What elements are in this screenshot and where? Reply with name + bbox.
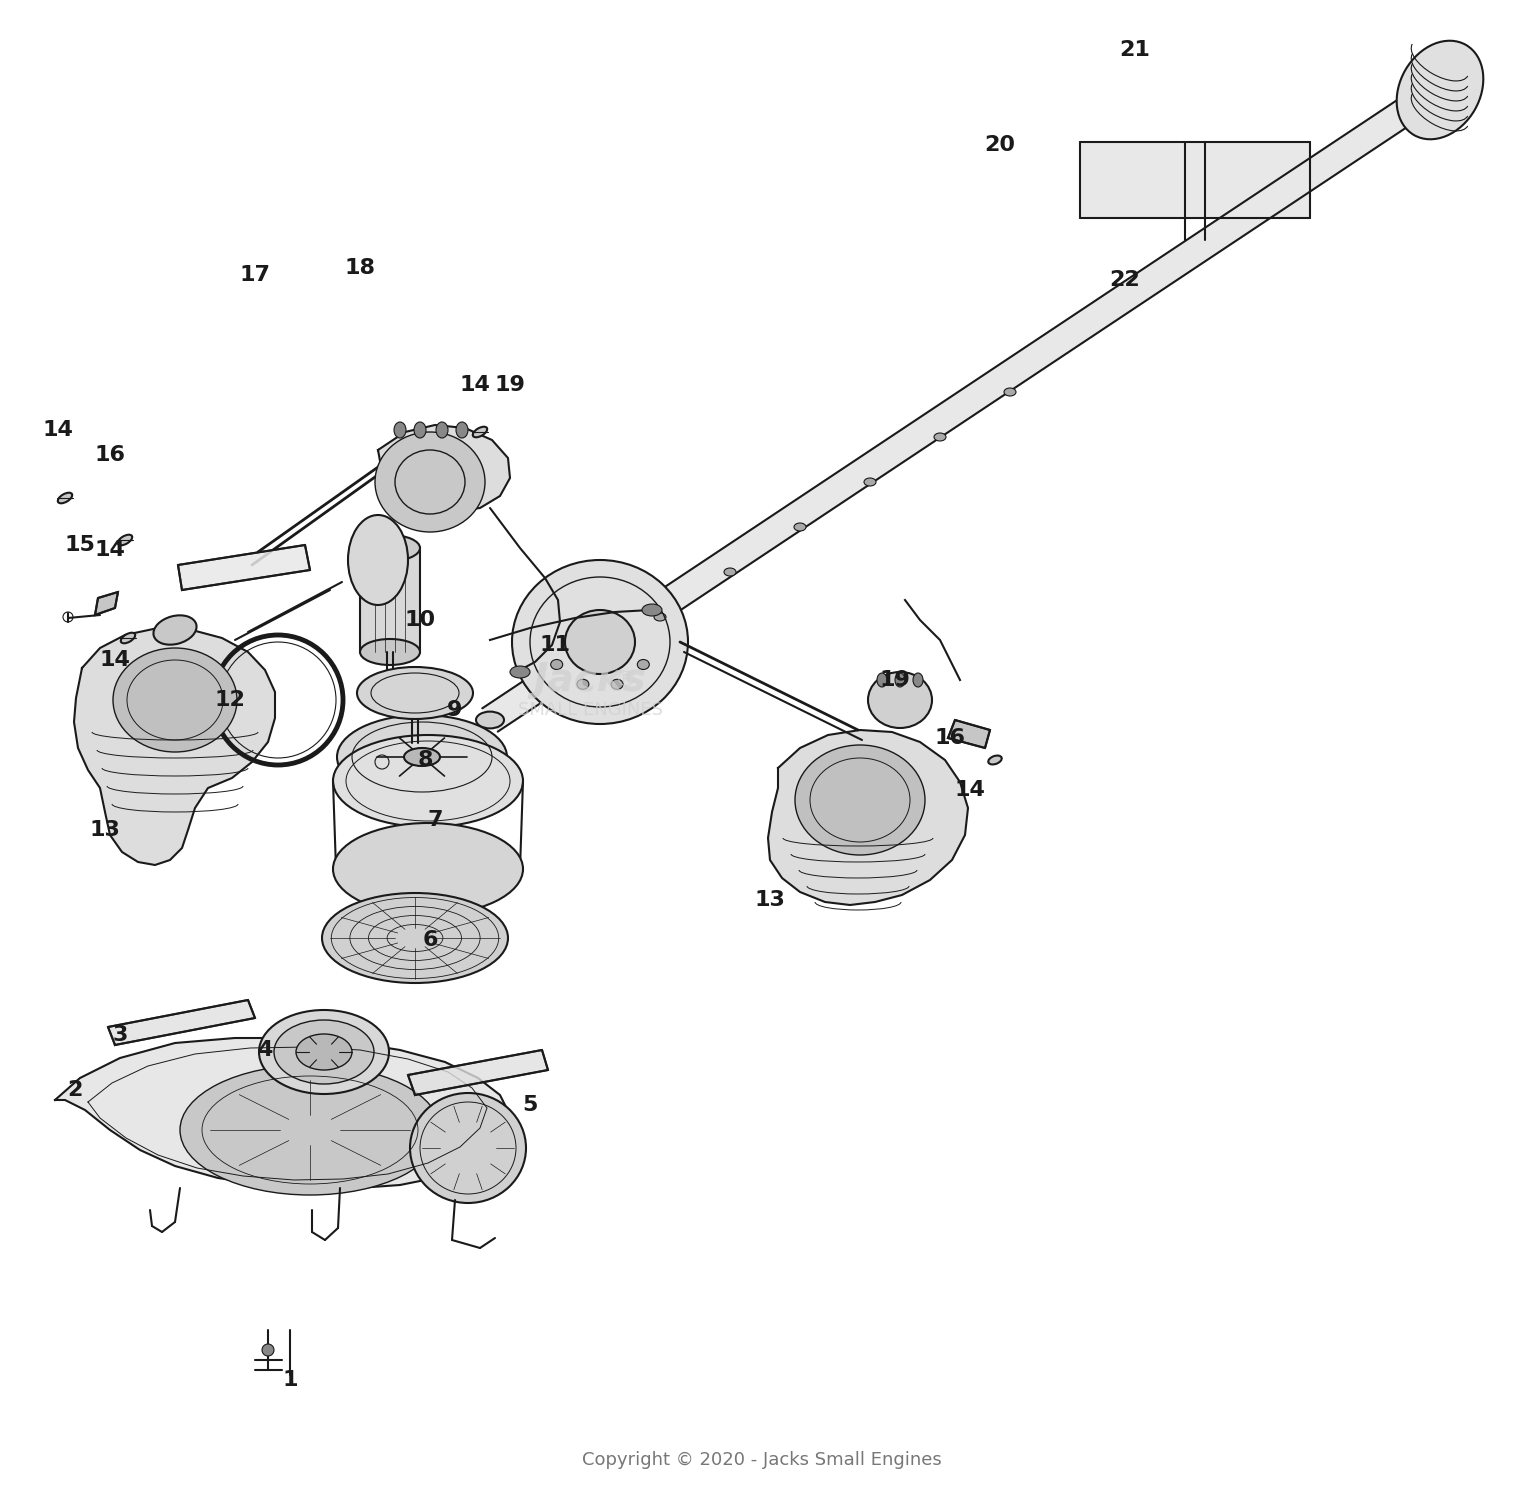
Text: 14: 14 xyxy=(459,374,491,396)
Text: 10: 10 xyxy=(404,611,436,630)
Ellipse shape xyxy=(509,666,531,678)
Text: 12: 12 xyxy=(215,690,246,710)
Polygon shape xyxy=(75,629,274,865)
Text: Copyright © 2020 - Jacks Small Engines: Copyright © 2020 - Jacks Small Engines xyxy=(583,1451,942,1469)
Text: 15: 15 xyxy=(64,535,96,555)
Bar xyxy=(360,547,419,653)
Text: 1: 1 xyxy=(282,1370,297,1390)
Ellipse shape xyxy=(274,1020,374,1084)
Text: 4: 4 xyxy=(258,1039,273,1060)
Text: 11: 11 xyxy=(540,635,570,656)
Ellipse shape xyxy=(637,659,650,669)
Ellipse shape xyxy=(612,680,624,689)
Polygon shape xyxy=(108,1000,255,1045)
Ellipse shape xyxy=(332,735,523,827)
Polygon shape xyxy=(769,729,968,905)
Ellipse shape xyxy=(868,672,932,728)
Ellipse shape xyxy=(180,1065,441,1196)
Ellipse shape xyxy=(332,823,523,914)
Ellipse shape xyxy=(724,569,737,576)
Text: 20: 20 xyxy=(985,135,1016,155)
Text: 7: 7 xyxy=(427,811,442,830)
Text: 17: 17 xyxy=(239,265,270,284)
Polygon shape xyxy=(378,426,509,511)
Ellipse shape xyxy=(913,672,923,687)
Text: 14: 14 xyxy=(95,540,125,559)
Text: 21: 21 xyxy=(1119,41,1150,60)
Ellipse shape xyxy=(584,659,596,666)
Ellipse shape xyxy=(337,714,506,799)
Ellipse shape xyxy=(895,672,904,687)
Ellipse shape xyxy=(988,755,1002,764)
Ellipse shape xyxy=(296,1035,352,1069)
Bar xyxy=(1080,141,1310,218)
Ellipse shape xyxy=(512,559,688,723)
Ellipse shape xyxy=(117,535,133,546)
Text: 14: 14 xyxy=(43,420,73,441)
Text: 16: 16 xyxy=(935,728,965,747)
Ellipse shape xyxy=(456,423,468,438)
Ellipse shape xyxy=(259,1011,389,1093)
Ellipse shape xyxy=(58,493,72,504)
Ellipse shape xyxy=(877,672,888,687)
Polygon shape xyxy=(949,720,990,747)
Ellipse shape xyxy=(576,680,589,689)
Ellipse shape xyxy=(322,893,508,984)
Text: 13: 13 xyxy=(90,820,120,841)
Ellipse shape xyxy=(1397,41,1484,140)
Ellipse shape xyxy=(113,648,236,752)
Text: 19: 19 xyxy=(880,669,910,690)
Ellipse shape xyxy=(642,605,662,617)
Ellipse shape xyxy=(413,423,425,438)
Text: Jacks: Jacks xyxy=(534,660,647,699)
Ellipse shape xyxy=(436,423,448,438)
Ellipse shape xyxy=(551,659,563,669)
Text: 5: 5 xyxy=(522,1095,538,1114)
Text: ®: ® xyxy=(615,669,637,690)
Ellipse shape xyxy=(865,478,875,486)
Text: 2: 2 xyxy=(67,1080,82,1099)
Text: 3: 3 xyxy=(113,1026,128,1045)
Ellipse shape xyxy=(795,744,926,854)
Ellipse shape xyxy=(476,711,503,728)
Text: 8: 8 xyxy=(418,750,433,770)
Ellipse shape xyxy=(360,639,419,665)
Ellipse shape xyxy=(360,535,419,561)
Ellipse shape xyxy=(357,666,473,719)
Text: 9: 9 xyxy=(447,699,462,720)
Polygon shape xyxy=(95,593,117,615)
Polygon shape xyxy=(409,1050,547,1095)
Text: 22: 22 xyxy=(1110,271,1141,290)
Ellipse shape xyxy=(348,514,409,605)
Ellipse shape xyxy=(262,1345,274,1357)
Ellipse shape xyxy=(795,523,807,531)
Text: 13: 13 xyxy=(755,890,785,910)
Ellipse shape xyxy=(410,1093,526,1203)
Ellipse shape xyxy=(154,615,197,645)
Ellipse shape xyxy=(473,427,486,438)
Polygon shape xyxy=(482,83,1438,731)
Text: 6: 6 xyxy=(422,929,438,951)
Text: 16: 16 xyxy=(95,445,125,465)
Polygon shape xyxy=(55,1038,509,1188)
Ellipse shape xyxy=(933,433,946,441)
Ellipse shape xyxy=(564,611,634,674)
Ellipse shape xyxy=(393,423,406,438)
Text: 18: 18 xyxy=(345,259,375,278)
Ellipse shape xyxy=(1417,89,1444,101)
Ellipse shape xyxy=(120,633,136,644)
Ellipse shape xyxy=(1003,388,1016,396)
Text: 19: 19 xyxy=(494,374,526,396)
Text: 14: 14 xyxy=(99,650,131,669)
Polygon shape xyxy=(178,544,310,590)
Ellipse shape xyxy=(375,432,485,532)
Ellipse shape xyxy=(654,614,666,621)
Text: 14: 14 xyxy=(955,781,985,800)
Ellipse shape xyxy=(404,747,441,766)
Text: SMALL ENGINES: SMALL ENGINES xyxy=(517,701,662,719)
